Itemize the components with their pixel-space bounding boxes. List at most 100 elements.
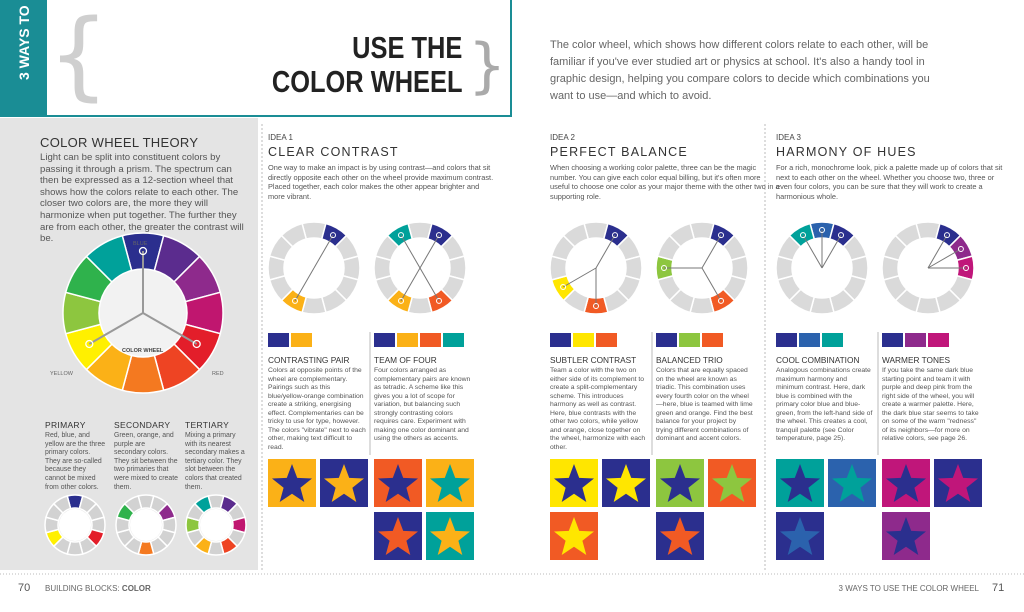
wheel-pointer-end (330, 232, 336, 239)
swatch (374, 333, 395, 347)
wheel-pointer (701, 234, 722, 269)
wheel-pointer-end (398, 297, 404, 304)
wheel-spoke-end (192, 339, 201, 349)
idea-body: One way to make an impact is by using co… (268, 163, 494, 202)
swatch (928, 333, 949, 347)
example-title: WARMER TONES (882, 355, 951, 365)
wheel-segment (52, 495, 72, 515)
wheel-pointer (821, 234, 842, 269)
star (938, 464, 978, 502)
star (554, 464, 594, 502)
page-number: 71 (992, 582, 1005, 594)
idea-label: IDEA 3 (776, 133, 801, 142)
wheel-pointer-end (963, 265, 969, 271)
star (606, 464, 646, 502)
wheel-segment (386, 222, 414, 248)
example-body: Four colors arranged as complementary pa… (374, 367, 471, 442)
wheel-center (200, 509, 232, 541)
star (780, 464, 820, 502)
star (378, 464, 418, 502)
idea-title: PERFECT BALANCE (550, 145, 688, 159)
wheel-segment (280, 222, 308, 248)
example-title: TEAM OF FOUR (374, 355, 437, 365)
example-title: CONTRASTING PAIR (268, 355, 350, 365)
swatch (799, 333, 820, 347)
swatch (596, 333, 617, 347)
idea-label: IDEA 1 (268, 133, 293, 142)
wheel-segment (193, 495, 213, 515)
wheel-pointer (400, 267, 421, 302)
brace: } (468, 31, 506, 101)
section-body: Light can be split into constituent colo… (40, 152, 244, 245)
wheel-spoke-end (85, 339, 94, 349)
wheel-pointer (562, 267, 597, 288)
wheel-pointer (419, 267, 440, 302)
idea-body: When choosing a working color palette, t… (550, 163, 780, 202)
wheel-label: BLUE (133, 241, 148, 247)
wheel-pointer-end (800, 232, 806, 239)
page-title: COLOR WHEEL (271, 64, 462, 99)
wheel-spoke-end (138, 246, 148, 256)
wheel-pointer-end (661, 265, 667, 271)
star (660, 517, 700, 555)
star (272, 464, 312, 502)
wheel-segment (668, 222, 696, 248)
wheel-pointer (400, 234, 421, 269)
star (324, 464, 364, 502)
example-body: Colors at opposite points of the wheel a… (268, 367, 366, 451)
star (886, 517, 926, 555)
wheel-pointer (419, 234, 440, 269)
swatch (573, 333, 594, 347)
intro: The color wheel, which shows how differe… (550, 39, 930, 102)
swatch (776, 333, 797, 347)
wheel-label: COLOR WHEEL (122, 348, 164, 354)
running-head: BUILDING BLOCKS: COLOR (45, 584, 151, 593)
running-head-topic: COLOR (121, 584, 151, 593)
swatch (905, 333, 926, 347)
wheel-pointer-end (560, 284, 567, 290)
page-title: USE THE (351, 30, 462, 65)
wheel-segment (85, 234, 133, 283)
star (832, 464, 872, 502)
star (430, 464, 470, 502)
idea-label: IDEA 2 (550, 133, 575, 142)
column-title: TERTIARY (185, 420, 230, 430)
wheel-pointer-end (838, 232, 844, 239)
tab-label: 3 WAYS TO (16, 5, 32, 80)
wheel-pointer-end (718, 232, 724, 239)
idea-body: For a rich, monochrome look, pick a pale… (776, 163, 1003, 202)
wheel-center (59, 509, 91, 541)
column-title: SECONDARY (114, 420, 171, 430)
example-body: Team a color with the two on either side… (550, 367, 646, 451)
column-body: Green, orange, and purple are secondary … (114, 432, 178, 491)
swatch (679, 333, 700, 347)
swatch (702, 333, 723, 347)
wheel-spoke (142, 312, 198, 345)
wheel-pointer-end (718, 297, 724, 304)
star (780, 517, 820, 555)
idea-title: HARMONY OF HUES (776, 145, 917, 159)
swatch (882, 333, 903, 347)
example-title: SUBTLER CONTRAST (550, 355, 637, 365)
wheel-pointer-end (957, 246, 964, 252)
example-body: Analogous combinations create maximum ha… (776, 367, 873, 442)
wheel-pointer-end (612, 232, 618, 239)
tab (0, 0, 47, 115)
wheel-pointer-end (436, 232, 442, 239)
wheel-pointer (927, 234, 948, 269)
wheel-pointer (313, 234, 334, 269)
running-head-section: BUILDING BLOCKS: (45, 584, 120, 593)
wheel-pointer-end (819, 227, 825, 233)
wheel-pointer-end (292, 297, 298, 304)
wheel-pointer (701, 267, 722, 302)
page-number: 70 (18, 582, 31, 594)
wheel-label: RED (212, 371, 224, 377)
brace: { (48, 0, 109, 111)
wheel-pointer-end (398, 232, 404, 239)
wheel-segment (562, 222, 590, 248)
wheel-pointer (595, 234, 616, 269)
swatch (656, 333, 677, 347)
example-title: COOL COMBINATION (776, 355, 860, 365)
